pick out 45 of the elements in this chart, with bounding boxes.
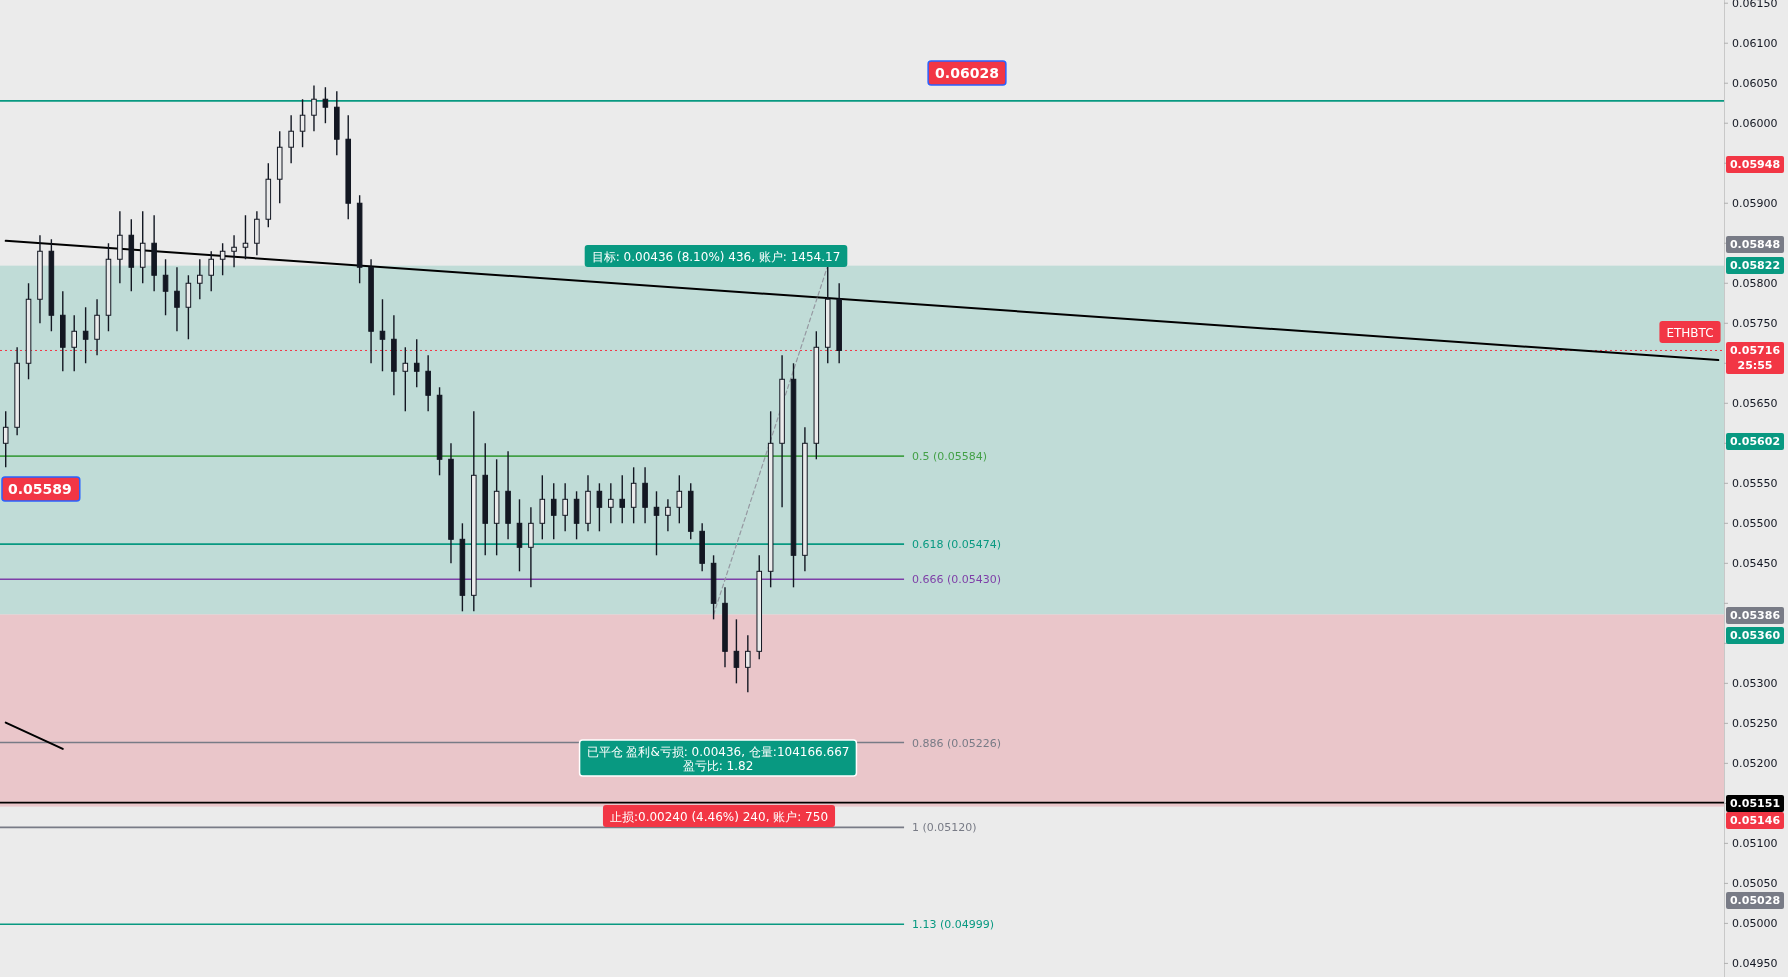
y-tick-label: 0.05000	[1732, 917, 1778, 931]
ref-line-label: 1 (0.05120)	[912, 821, 977, 835]
ref-line-label: 0.886 (0.05226)	[912, 736, 1002, 750]
annotation: 0.05589	[1, 476, 81, 502]
y-tick-label: 0.05100	[1732, 837, 1778, 851]
tag: 0.05386	[1726, 607, 1784, 624]
tag: 0.05848	[1726, 236, 1784, 253]
ref-line-label: 0.618 (0.05474)	[912, 538, 1002, 552]
tag: 0.05151	[1726, 795, 1784, 812]
ref-line-label: 0.666 (0.05430)	[912, 573, 1002, 587]
ref-line-label: 1.13 (0.04999)	[912, 918, 995, 932]
y-tick-label: 0.05050	[1732, 877, 1778, 891]
y-tick-label: 0.05650	[1732, 397, 1778, 411]
annotation: 止损:0.00240 (4.46%) 240, 账户: 750	[602, 805, 836, 827]
y-tick-label: 0.04950	[1732, 957, 1778, 971]
y-tick-label: 0.05750	[1732, 317, 1778, 331]
y-tick-label: 0.05450	[1732, 557, 1778, 571]
y-tick-label: 0.05200	[1732, 757, 1778, 771]
annotation: 0.05589	[8, 481, 72, 497]
annotation: ETHBTC	[1666, 326, 1714, 340]
y-tick-label: 0.05800	[1732, 277, 1778, 291]
annotation: 已平仓 盈利&亏损: 0.00436, 仓量:104166.667 盈亏比: 1.82	[578, 739, 858, 777]
tag: 0.05028	[1726, 892, 1784, 909]
annotation: 止损:0.00240 (4.46%) 240, 账户: 750	[609, 810, 829, 824]
annotation: 0.06028	[927, 60, 1007, 86]
tag: 0.05146	[1726, 812, 1784, 829]
y-tick-label: 0.05550	[1732, 477, 1778, 491]
annotation: 目标: 0.00436 (8.10%) 436, 账户: 1454.17	[591, 250, 841, 264]
y-tick-label: 0.05250	[1732, 717, 1778, 731]
y-tick-label: 0.06050	[1732, 77, 1778, 91]
tag: 0.05948	[1726, 156, 1784, 173]
y-tick-label: 0.05900	[1732, 197, 1778, 211]
annotation: 已平仓 盈利&亏损: 0.00436, 仓量:104166.667 盈亏比: 1.82	[586, 745, 850, 773]
y-tick-label: 0.05300	[1732, 677, 1778, 691]
y-tick-label: 0.06100	[1732, 37, 1778, 51]
tag: 0.05602	[1726, 433, 1784, 450]
annotation: 0.06028	[935, 65, 999, 81]
ref-line-label: 0.5 (0.05584)	[912, 450, 988, 464]
tag: 0.05716 25:55	[1726, 342, 1784, 374]
y-tick-label: 0.05500	[1732, 517, 1778, 531]
tag: 0.05822	[1726, 257, 1784, 274]
tag: 0.05360	[1726, 627, 1784, 644]
annotation: ETHBTC	[1659, 321, 1721, 343]
y-tick-label: 0.06000	[1732, 117, 1778, 131]
annotation: 目标: 0.00436 (8.10%) 436, 账户: 1454.17	[584, 245, 848, 267]
